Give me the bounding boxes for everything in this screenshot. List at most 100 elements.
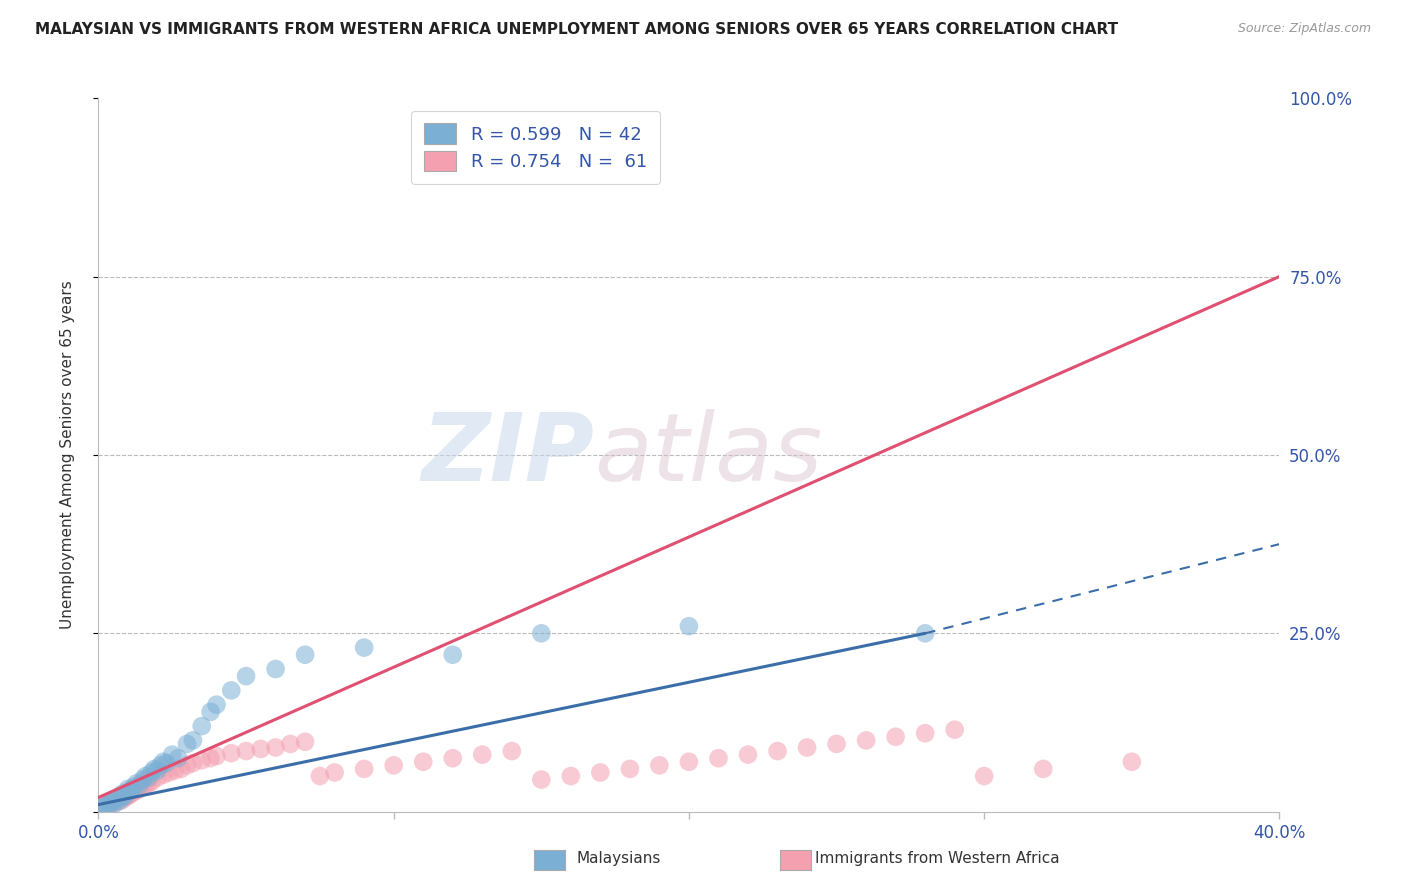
Point bbox=[181, 733, 204, 747]
Point bbox=[471, 747, 494, 762]
Point bbox=[943, 723, 966, 737]
Point bbox=[441, 648, 464, 662]
Point bbox=[165, 764, 187, 778]
Point bbox=[103, 794, 125, 808]
Point bbox=[146, 764, 169, 778]
Point bbox=[135, 778, 157, 792]
Point bbox=[678, 619, 700, 633]
Point bbox=[678, 755, 700, 769]
Point bbox=[323, 765, 346, 780]
Point bbox=[205, 698, 228, 712]
Point bbox=[157, 765, 180, 780]
Point bbox=[973, 769, 995, 783]
Point bbox=[132, 772, 155, 787]
Point bbox=[111, 790, 134, 805]
Text: MALAYSIAN VS IMMIGRANTS FROM WESTERN AFRICA UNEMPLOYMENT AMONG SENIORS OVER 65 Y: MALAYSIAN VS IMMIGRANTS FROM WESTERN AFR… bbox=[35, 22, 1118, 37]
Point bbox=[128, 781, 150, 796]
Point bbox=[219, 683, 242, 698]
Point bbox=[108, 794, 131, 808]
Text: Source: ZipAtlas.com: Source: ZipAtlas.com bbox=[1237, 22, 1371, 36]
Point bbox=[914, 626, 936, 640]
Point bbox=[707, 751, 730, 765]
Point bbox=[128, 778, 150, 792]
Point bbox=[235, 744, 257, 758]
Point bbox=[353, 762, 375, 776]
Point bbox=[1032, 762, 1054, 776]
Point bbox=[117, 781, 139, 796]
Point bbox=[441, 751, 464, 765]
Point bbox=[353, 640, 375, 655]
Point bbox=[143, 762, 166, 776]
Point bbox=[149, 758, 172, 772]
Legend: R = 0.599   N = 42, R = 0.754   N =  61: R = 0.599 N = 42, R = 0.754 N = 61 bbox=[411, 111, 659, 184]
Point bbox=[122, 780, 145, 794]
Point bbox=[90, 801, 112, 815]
Point bbox=[170, 762, 193, 776]
Point bbox=[103, 797, 125, 812]
Point bbox=[737, 747, 759, 762]
Point bbox=[98, 796, 121, 810]
Point bbox=[294, 648, 316, 662]
Point bbox=[235, 669, 257, 683]
Point bbox=[135, 769, 157, 783]
Text: atlas: atlas bbox=[595, 409, 823, 500]
Point bbox=[176, 758, 198, 772]
Point bbox=[825, 737, 848, 751]
Point bbox=[111, 787, 134, 801]
Point bbox=[93, 797, 115, 812]
Y-axis label: Unemployment Among Seniors over 65 years: Unemployment Among Seniors over 65 years bbox=[60, 281, 75, 629]
Point bbox=[191, 719, 214, 733]
Point bbox=[152, 767, 174, 781]
Point bbox=[152, 755, 174, 769]
Point bbox=[96, 796, 118, 810]
Point bbox=[278, 737, 302, 751]
Point bbox=[176, 737, 198, 751]
Point bbox=[114, 790, 136, 805]
Point bbox=[105, 792, 128, 806]
Text: ZIP: ZIP bbox=[422, 409, 595, 501]
Point bbox=[155, 756, 177, 771]
Point bbox=[114, 789, 136, 803]
Point bbox=[200, 705, 222, 719]
Point bbox=[122, 785, 145, 799]
Point bbox=[120, 787, 142, 801]
Point bbox=[382, 758, 405, 772]
Text: Malaysians: Malaysians bbox=[576, 851, 661, 865]
Point bbox=[108, 792, 131, 806]
Point bbox=[117, 785, 139, 799]
Point bbox=[167, 751, 190, 765]
Point bbox=[125, 776, 148, 790]
Point bbox=[501, 744, 523, 758]
Point bbox=[309, 769, 332, 783]
Point bbox=[117, 789, 139, 803]
Point bbox=[90, 801, 112, 815]
Point bbox=[796, 740, 818, 755]
Point bbox=[264, 662, 287, 676]
Point bbox=[1121, 755, 1143, 769]
Point bbox=[111, 793, 134, 807]
Point bbox=[125, 783, 148, 797]
Point bbox=[589, 765, 612, 780]
Point bbox=[105, 796, 128, 810]
Point bbox=[96, 799, 118, 814]
Point bbox=[264, 740, 287, 755]
Point bbox=[205, 749, 228, 764]
Point bbox=[884, 730, 907, 744]
Point bbox=[250, 742, 273, 756]
Point bbox=[766, 744, 789, 758]
Point bbox=[93, 799, 115, 814]
Point bbox=[181, 756, 204, 771]
Point bbox=[146, 771, 169, 785]
Point bbox=[191, 753, 214, 767]
Point bbox=[98, 797, 121, 812]
Text: Immigrants from Western Africa: Immigrants from Western Africa bbox=[815, 851, 1060, 865]
Point bbox=[138, 776, 160, 790]
Point bbox=[162, 747, 183, 762]
Point bbox=[560, 769, 582, 783]
Point bbox=[141, 774, 163, 789]
Point bbox=[138, 771, 160, 785]
Point bbox=[141, 765, 163, 780]
Point bbox=[294, 735, 316, 749]
Point bbox=[219, 746, 242, 760]
Point bbox=[648, 758, 671, 772]
